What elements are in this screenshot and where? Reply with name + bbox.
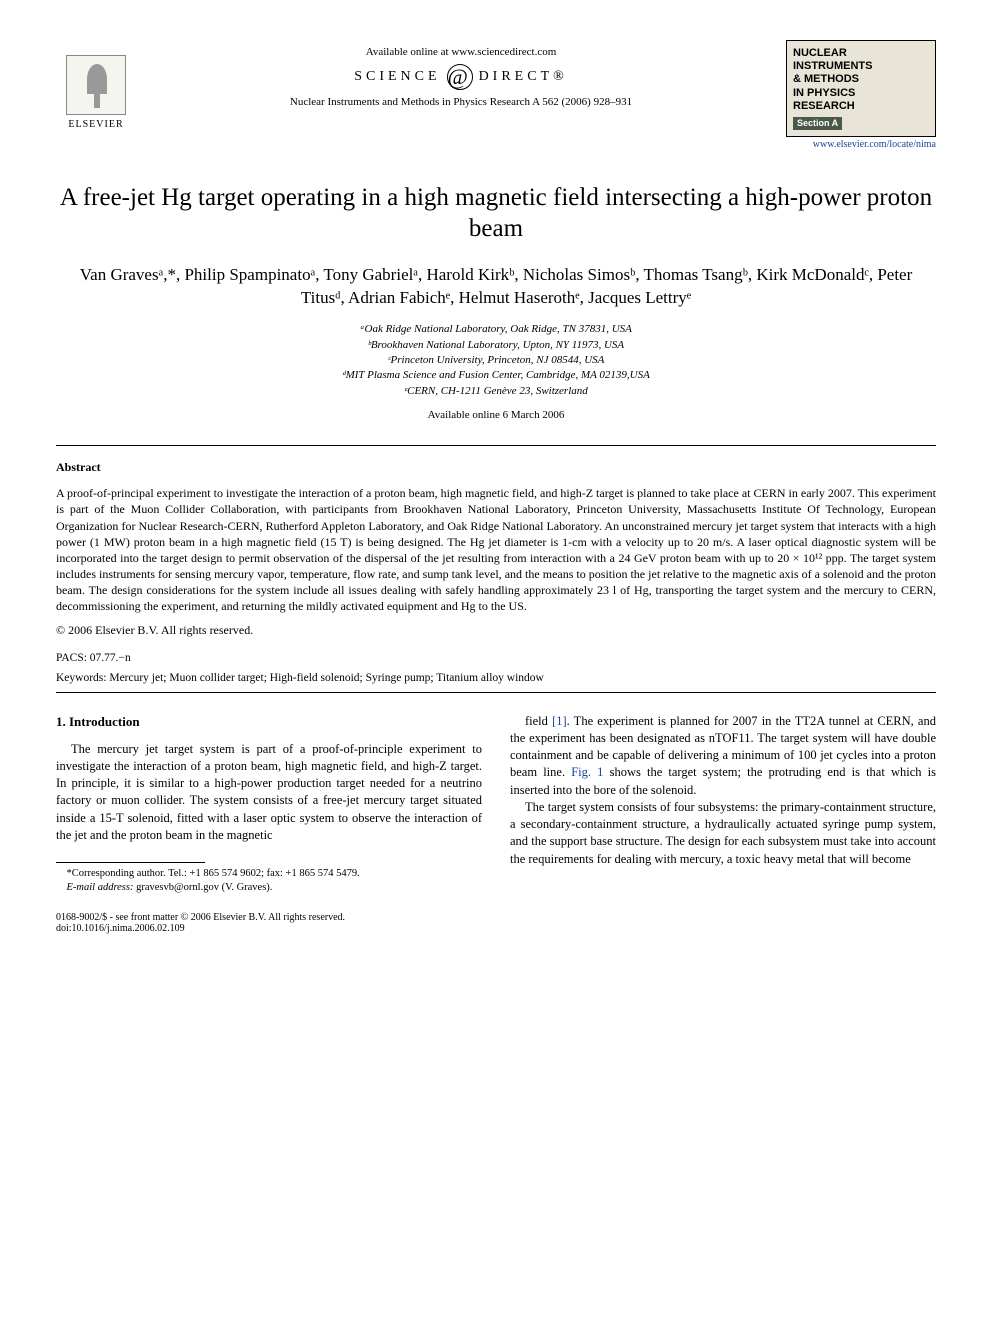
column-left: 1. Introduction The mercury jet target s…	[56, 713, 482, 895]
footnote-separator	[56, 862, 205, 863]
journal-box-wrap: NUCLEAR INSTRUMENTS & METHODS IN PHYSICS…	[786, 40, 936, 150]
jb-line5: RESEARCH	[793, 100, 929, 113]
column-right: field [1]. The experiment is planned for…	[510, 713, 936, 895]
elsevier-label: ELSEVIER	[68, 119, 123, 130]
page-footer: 0168-9002/$ - see front matter © 2006 El…	[56, 912, 936, 934]
elsevier-logo: ELSEVIER	[56, 40, 136, 130]
abstract-text: A proof-of-principal experiment to inves…	[56, 485, 936, 615]
header-center: Available online at www.sciencedirect.co…	[136, 40, 786, 108]
pacs-value: 07.77.−n	[90, 652, 131, 664]
paper-title: A free-jet Hg target operating in a high…	[56, 182, 936, 245]
col2-para2: The target system consists of four subsy…	[510, 799, 936, 868]
journal-box: NUCLEAR INSTRUMENTS & METHODS IN PHYSICS…	[786, 40, 936, 137]
affil-d: ᵈMIT Plasma Science and Fusion Center, C…	[56, 368, 936, 383]
footer-left: 0168-9002/$ - see front matter © 2006 El…	[56, 912, 345, 934]
keywords-value: Mercury jet; Muon collider target; High-…	[109, 672, 544, 684]
footnote-email-label: E-mail address:	[67, 882, 134, 893]
footnote-email-value: gravesvb@ornl.gov (V. Graves).	[136, 882, 272, 893]
pacs-line: PACS: 07.77.−n	[56, 652, 936, 664]
keywords-line: Keywords: Mercury jet; Muon collider tar…	[56, 672, 936, 684]
page-header: ELSEVIER Available online at www.science…	[56, 40, 936, 150]
divider-top	[56, 445, 936, 446]
journal-reference: Nuclear Instruments and Methods in Physi…	[136, 96, 786, 108]
affil-c: ᶜPrinceton University, Princeton, NJ 085…	[56, 353, 936, 368]
sd-at-icon: @	[447, 64, 473, 90]
section-1-heading: 1. Introduction	[56, 713, 482, 731]
affil-e: ᵉCERN, CH-1211 Genève 23, Switzerland	[56, 384, 936, 399]
footnote-corr: *Corresponding author. Tel.: +1 865 574 …	[56, 867, 482, 881]
jb-line1: NUCLEAR	[793, 47, 929, 60]
available-date: Available online 6 March 2006	[56, 409, 936, 421]
affil-b: ᵇBrookhaven National Laboratory, Upton, …	[56, 338, 936, 353]
jb-line4: IN PHYSICS	[793, 87, 929, 100]
authors: Van Gravesᵃ,*, Philip Spampinatoᵃ, Tony …	[56, 263, 936, 311]
abstract-label: Abstract	[56, 460, 936, 475]
affil-a: ᵃOak Ridge National Laboratory, Oak Ridg…	[56, 322, 936, 337]
sd-right: DIRECT®	[479, 69, 568, 85]
jb-line2: INSTRUMENTS	[793, 60, 929, 73]
footnote-email: E-mail address: gravesvb@ornl.gov (V. Gr…	[56, 881, 482, 895]
sd-left: SCIENCE	[354, 69, 440, 85]
jb-section: Section A	[793, 117, 842, 130]
divider-bottom	[56, 692, 936, 693]
keywords-label: Keywords:	[56, 672, 106, 684]
footer-left2: doi:10.1016/j.nima.2006.02.109	[56, 923, 345, 934]
col1-para1: The mercury jet target system is part of…	[56, 741, 482, 845]
body-columns: 1. Introduction The mercury jet target s…	[56, 713, 936, 895]
ref-1-link[interactable]: [1]	[552, 714, 567, 728]
pacs-label: PACS:	[56, 652, 87, 664]
abstract-copyright: © 2006 Elsevier B.V. All rights reserved…	[56, 623, 936, 638]
footer-left1: 0168-9002/$ - see front matter © 2006 El…	[56, 912, 345, 923]
science-direct-logo: SCIENCE @ DIRECT®	[136, 64, 786, 90]
elsevier-tree-icon	[66, 55, 126, 115]
fig-1-link[interactable]: Fig. 1	[571, 765, 603, 779]
col2-p1a: field	[525, 714, 552, 728]
col2-para1: field [1]. The experiment is planned for…	[510, 713, 936, 799]
affiliations: ᵃOak Ridge National Laboratory, Oak Ridg…	[56, 322, 936, 399]
journal-link[interactable]: www.elsevier.com/locate/nima	[786, 139, 936, 150]
available-online-text: Available online at www.sciencedirect.co…	[136, 46, 786, 58]
jb-line3: & METHODS	[793, 73, 929, 86]
